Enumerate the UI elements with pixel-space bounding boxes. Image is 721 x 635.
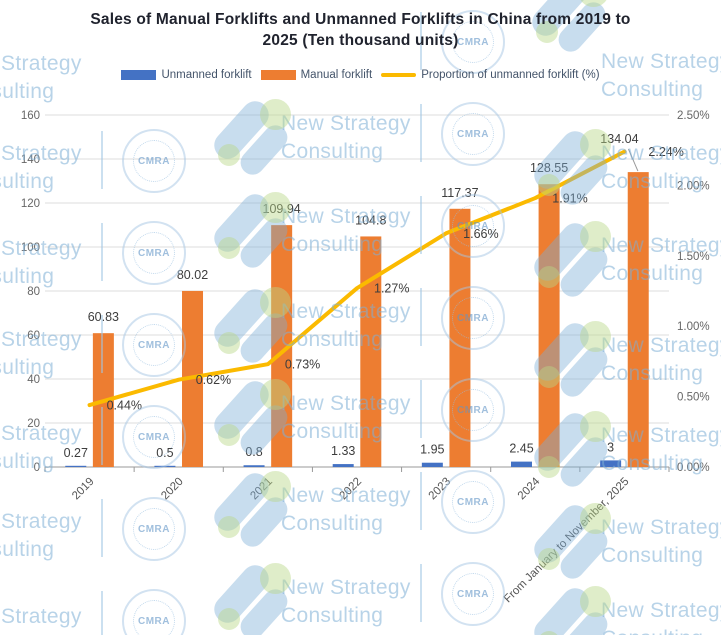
value-label-unmanned: 3 <box>607 440 614 454</box>
legend-swatch-unmanned-icon <box>121 70 157 80</box>
legend-item-proportion[interactable]: Proportion of unmanned forklift (%) <box>381 69 600 81</box>
legend-item-unmanned-forklift[interactable]: Unmanned forklift <box>121 69 252 81</box>
value-label-unmanned: 0.27 <box>64 446 88 460</box>
legend: Unmanned forklift Manual forklift Propor… <box>0 69 721 81</box>
right-axis-tick-label: 2.50% <box>677 110 710 122</box>
left-axis-tick-label: 120 <box>21 198 40 210</box>
left-axis-tick-label: 60 <box>27 330 40 342</box>
value-label-proportion: 2.24% <box>648 145 683 159</box>
right-axis-tick-label: 0.00% <box>677 462 710 474</box>
x-axis-label: 2024 <box>516 475 543 502</box>
value-label-manual: 104.8 <box>355 213 386 227</box>
bar-unmanned-2 <box>243 465 265 467</box>
value-label-proportion: 1.27% <box>374 282 409 296</box>
value-label-proportion: 0.73% <box>285 358 320 372</box>
value-label-unmanned: 0.8 <box>245 445 262 459</box>
bar-unmanned-1 <box>154 465 176 467</box>
bar-unmanned-6 <box>600 460 622 467</box>
left-axis-tick-label: 160 <box>21 110 40 122</box>
right-axis-tick-label: 2.00% <box>677 180 710 192</box>
bar-manual-2 <box>271 225 293 467</box>
x-axis-label: 2022 <box>338 476 365 503</box>
value-label-proportion: 1.66% <box>463 227 498 241</box>
bar-unmanned-0 <box>65 465 87 467</box>
legend-swatch-manual-icon <box>260 70 296 80</box>
value-label-unmanned: 1.95 <box>420 443 444 457</box>
right-axis-tick-label: 1.00% <box>677 321 710 333</box>
chart-title-line2: 2025 (Ten thousand units) <box>262 32 459 49</box>
x-axis-label: 2019 <box>70 476 97 503</box>
bar-manual-4 <box>449 208 471 467</box>
value-label-manual: 134.04 <box>600 132 638 146</box>
x-axis-label: 2023 <box>427 476 454 503</box>
left-axis-tick-label: 100 <box>21 242 40 254</box>
bar-manual-3 <box>360 236 382 467</box>
value-label-proportion: 0.44% <box>107 399 142 413</box>
x-axis-label: 2021 <box>248 476 275 503</box>
value-label-manual: 60.83 <box>88 310 119 324</box>
bar-unmanned-5 <box>510 461 532 467</box>
left-axis-tick-label: 0 <box>34 462 40 474</box>
trend-line-proportion <box>87 149 627 408</box>
legend-label-proportion: Proportion of unmanned forklift (%) <box>421 69 600 81</box>
legend-swatch-proportion-icon <box>381 73 417 77</box>
chart-title-line1: Sales of Manual Forklifts and Unmanned F… <box>90 11 631 28</box>
left-axis-tick-label: 20 <box>27 418 40 430</box>
value-label-proportion: 1.91% <box>552 192 587 206</box>
left-axis-tick-label: 80 <box>27 286 40 298</box>
chart-title: Sales of Manual Forklifts and Unmanned F… <box>0 9 721 51</box>
x-axis-label: 2020 <box>159 476 186 503</box>
bar-unmanned-3 <box>332 464 354 467</box>
value-label-manual: 128.55 <box>530 161 568 175</box>
bar-unmanned-4 <box>421 462 443 467</box>
value-label-manual: 109.94 <box>263 202 301 216</box>
value-label-unmanned: 1.33 <box>331 444 355 458</box>
legend-label-unmanned: Unmanned forklift <box>161 69 252 81</box>
legend-label-manual: Manual forklift <box>300 69 373 81</box>
left-axis-tick-label: 140 <box>21 154 40 166</box>
bar-manual-6 <box>627 172 649 467</box>
value-label-proportion: 0.62% <box>196 373 231 387</box>
right-axis-tick-label: 1.50% <box>677 251 710 263</box>
value-label-manual: 80.02 <box>177 268 208 282</box>
right-axis-tick-label: 0.50% <box>677 392 710 404</box>
value-label-unmanned: 0.5 <box>156 446 173 460</box>
value-label-manual: 117.37 <box>441 186 478 200</box>
legend-item-manual-forklift[interactable]: Manual forklift <box>260 69 373 81</box>
value-label-unmanned: 2.45 <box>509 442 533 456</box>
label-leader-line <box>627 148 639 172</box>
left-axis-tick-label: 40 <box>27 374 40 386</box>
bar-manual-5 <box>538 184 560 467</box>
